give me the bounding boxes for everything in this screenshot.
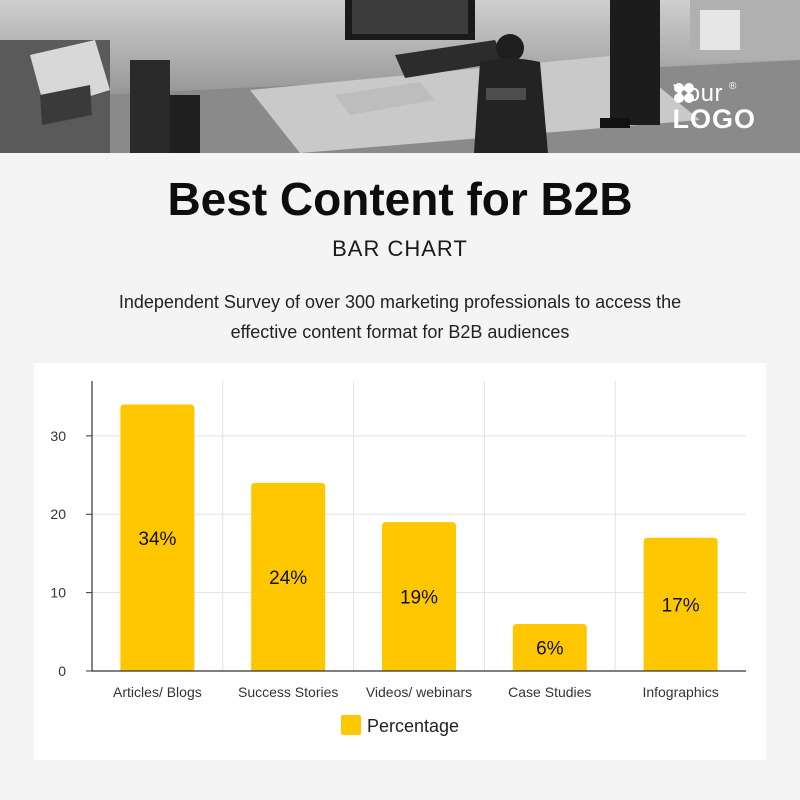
bar-data-label: 34% <box>138 529 176 550</box>
page-title: Best Content for B2B <box>167 173 633 225</box>
survey-description: Independent Survey of over 300 marketing… <box>118 292 682 342</box>
office-scene-illustration <box>0 0 800 153</box>
chart-legend: Percentage <box>34 715 766 737</box>
bar-data-label: 19% <box>400 588 438 609</box>
y-tick-label: 10 <box>50 585 66 601</box>
y-tick-label: 0 <box>58 663 66 679</box>
bar <box>251 482 326 671</box>
page-subtitle: BAR CHART <box>332 236 468 261</box>
bar-chart: 0 10 20 30 34% Articles/ Blogs 24% Success Stor… <box>50 381 746 700</box>
y-tick-label: 20 <box>50 506 66 522</box>
registered-mark: ® <box>729 81 737 92</box>
legend-swatch <box>340 715 361 735</box>
bar <box>382 522 456 671</box>
hero-banner: Your ® LOGO <box>0 0 800 153</box>
y-tick-label: 30 <box>50 428 66 444</box>
bar <box>120 404 195 671</box>
bar-data-label: 24% <box>269 568 307 589</box>
bar-data-label: 17% <box>662 595 700 616</box>
x-tick-label: Case Studies <box>508 684 591 700</box>
x-tick-label: Success Stories <box>238 684 338 700</box>
bar <box>512 623 587 671</box>
logo-text-logo: LOGO <box>672 104 756 134</box>
x-tick-label: Videos/ webinars <box>366 684 472 700</box>
chart-card: 0 10 20 30 34% Articles/ Blogs 24% Success Stor… <box>34 363 766 760</box>
x-tick-label: Articles/ Blogs <box>113 684 202 700</box>
bar <box>643 537 718 671</box>
legend-label: Percentage <box>366 716 460 736</box>
x-tick-label: Infographics <box>642 684 718 700</box>
brand-logo: Your ® LOGO <box>673 82 757 133</box>
bar-data-label: 6% <box>536 638 564 659</box>
